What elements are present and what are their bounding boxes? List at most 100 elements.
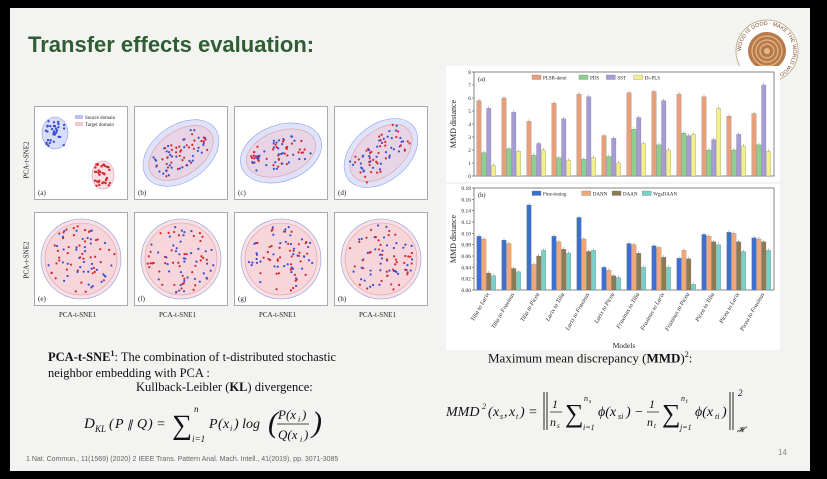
target-point [81, 252, 84, 255]
bar [506, 243, 512, 291]
svg-text:(: ( [218, 417, 224, 432]
bar [626, 92, 632, 177]
target-point [408, 142, 411, 145]
source-point [66, 274, 69, 278]
source-point [392, 148, 396, 151]
svg-text:MMD: MMD [446, 405, 479, 420]
source-point [182, 290, 186, 293]
svg-text:n: n [647, 415, 653, 429]
y-tick-label: 0.10 [461, 231, 471, 237]
source-ellipse [142, 119, 220, 187]
source-point [379, 162, 382, 165]
target-point [192, 234, 195, 238]
source-point [300, 238, 304, 241]
source-point [75, 248, 78, 251]
source-point [198, 280, 201, 283]
target-point [107, 184, 110, 187]
tsne-panel: Source domain Target domain (a) [34, 106, 128, 200]
bar [561, 249, 567, 291]
target-point [387, 233, 390, 237]
source-point [183, 260, 186, 263]
target-point [298, 148, 301, 151]
svg-text:n: n [550, 415, 556, 429]
target-point [357, 158, 360, 161]
kl-abbrev: KL [229, 380, 248, 394]
target-point [365, 181, 368, 184]
target-point [368, 251, 371, 254]
source-point [259, 260, 262, 263]
target-point [299, 260, 302, 263]
source-point [281, 142, 284, 146]
bar [706, 149, 712, 177]
source-point [294, 284, 298, 288]
target-point [281, 140, 285, 143]
target-point [93, 270, 96, 274]
source-point [283, 264, 286, 268]
target-point [159, 232, 162, 235]
bar [666, 267, 671, 291]
source-point [183, 138, 186, 141]
source-point [255, 169, 258, 172]
target-point [62, 231, 65, 234]
source-point [406, 264, 409, 267]
target-point [146, 262, 149, 265]
target-point [306, 252, 309, 255]
target-point [201, 235, 204, 238]
source-point [58, 232, 61, 235]
target-point [370, 228, 373, 232]
target-point [98, 173, 101, 176]
target-point [303, 148, 306, 151]
target-point [277, 165, 280, 168]
target-point [265, 157, 268, 160]
source-point [352, 163, 355, 166]
source-point [388, 269, 391, 272]
y-tick-label: 0 [468, 174, 471, 180]
source-point [273, 265, 276, 268]
source-point [382, 236, 386, 239]
target-point [181, 159, 184, 162]
panel-label: (c) [238, 189, 246, 197]
source-point [186, 164, 189, 167]
svg-text:i=1: i=1 [583, 423, 595, 432]
target-point [50, 271, 53, 275]
svg-text:P: P [114, 417, 124, 432]
svg-text:2: 2 [738, 388, 743, 398]
target-point [388, 229, 391, 233]
bar [616, 162, 621, 177]
kl-label-post: ) divergence: [247, 380, 313, 394]
x-tick-label: Tilia to Fraxinus [491, 291, 517, 330]
panel-label: (g) [238, 295, 247, 303]
source-point [395, 241, 398, 245]
ellipse-group [343, 118, 419, 188]
target-point [104, 181, 107, 185]
target-point [278, 256, 282, 259]
target-point [407, 255, 410, 258]
source-point [78, 256, 81, 260]
target-point [392, 288, 395, 291]
bar [666, 149, 671, 177]
legend-swatch [581, 190, 591, 196]
x-tick-label: Fraxinus to Picea [664, 292, 691, 333]
svg-text:(: ( [109, 417, 115, 432]
source-point [272, 167, 276, 171]
bar [741, 145, 746, 177]
source-point [104, 275, 107, 278]
source-point [247, 260, 251, 264]
legend-label: Di-PLS [645, 77, 661, 82]
bar [626, 243, 632, 291]
source-point [172, 244, 175, 247]
target-point [202, 136, 205, 139]
source-point [392, 246, 395, 250]
svg-text:n: n [584, 394, 588, 403]
target-point [270, 229, 273, 232]
target-point [394, 263, 397, 266]
bar [606, 270, 612, 291]
target-point [379, 139, 382, 142]
footnote-references: 1 Nat. Commun., 11(1569) (2020) 2 IEEE T… [26, 456, 339, 463]
y-tick-label: 0.06 [461, 254, 471, 260]
target-point [191, 143, 194, 146]
bar [711, 241, 717, 291]
target-point [174, 151, 178, 154]
target-point [377, 151, 380, 155]
source-point [277, 147, 280, 150]
